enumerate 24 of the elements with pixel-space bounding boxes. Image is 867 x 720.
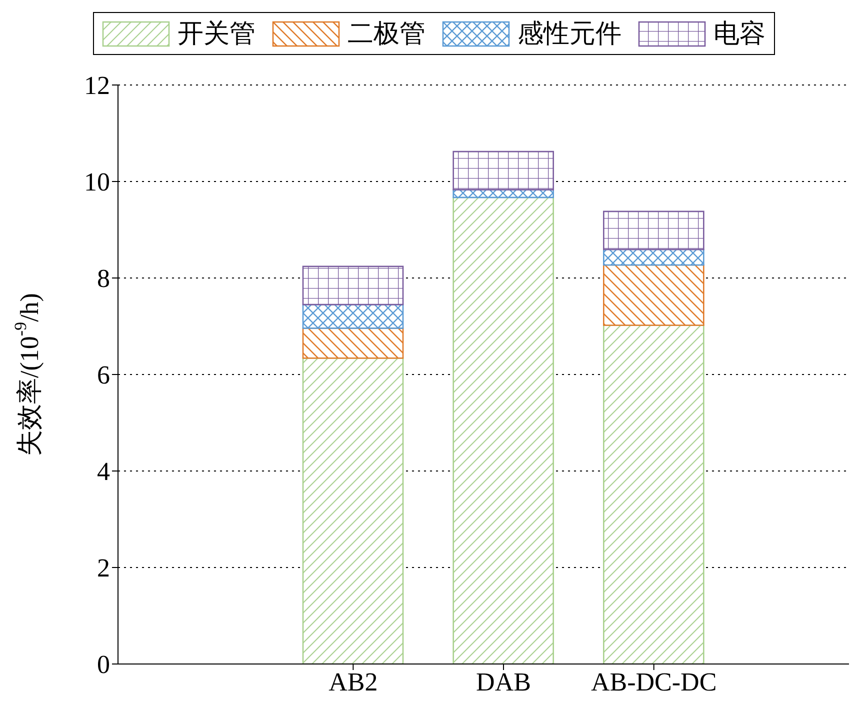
legend-label: 电容 (714, 18, 766, 51)
legend-label: 二极管 (348, 18, 426, 51)
bar (603, 248, 704, 266)
bar (302, 266, 404, 306)
y-tick-label: 10 (84, 168, 110, 197)
y-tick-label: 2 (97, 554, 110, 583)
x-tick-label: DAB (476, 667, 531, 696)
x-tick-label: AB2 (328, 667, 378, 696)
bar (302, 357, 404, 664)
y-tick-label: 8 (97, 264, 110, 294)
legend-label: 开关管 (178, 18, 256, 51)
y-tick-label: 0 (97, 650, 110, 680)
bar (603, 324, 704, 664)
bar (603, 210, 704, 250)
y-tick-label: 4 (97, 457, 110, 486)
bar (452, 196, 554, 664)
bar (302, 304, 404, 329)
bar (452, 150, 554, 190)
bar (603, 264, 704, 326)
bar (302, 328, 404, 359)
y-tick-label: 12 (84, 71, 110, 100)
legend-label: 感性元件 (518, 18, 622, 51)
y-tick-label: 6 (97, 360, 110, 390)
x-tick-label: AB-DC-DC (590, 667, 717, 696)
